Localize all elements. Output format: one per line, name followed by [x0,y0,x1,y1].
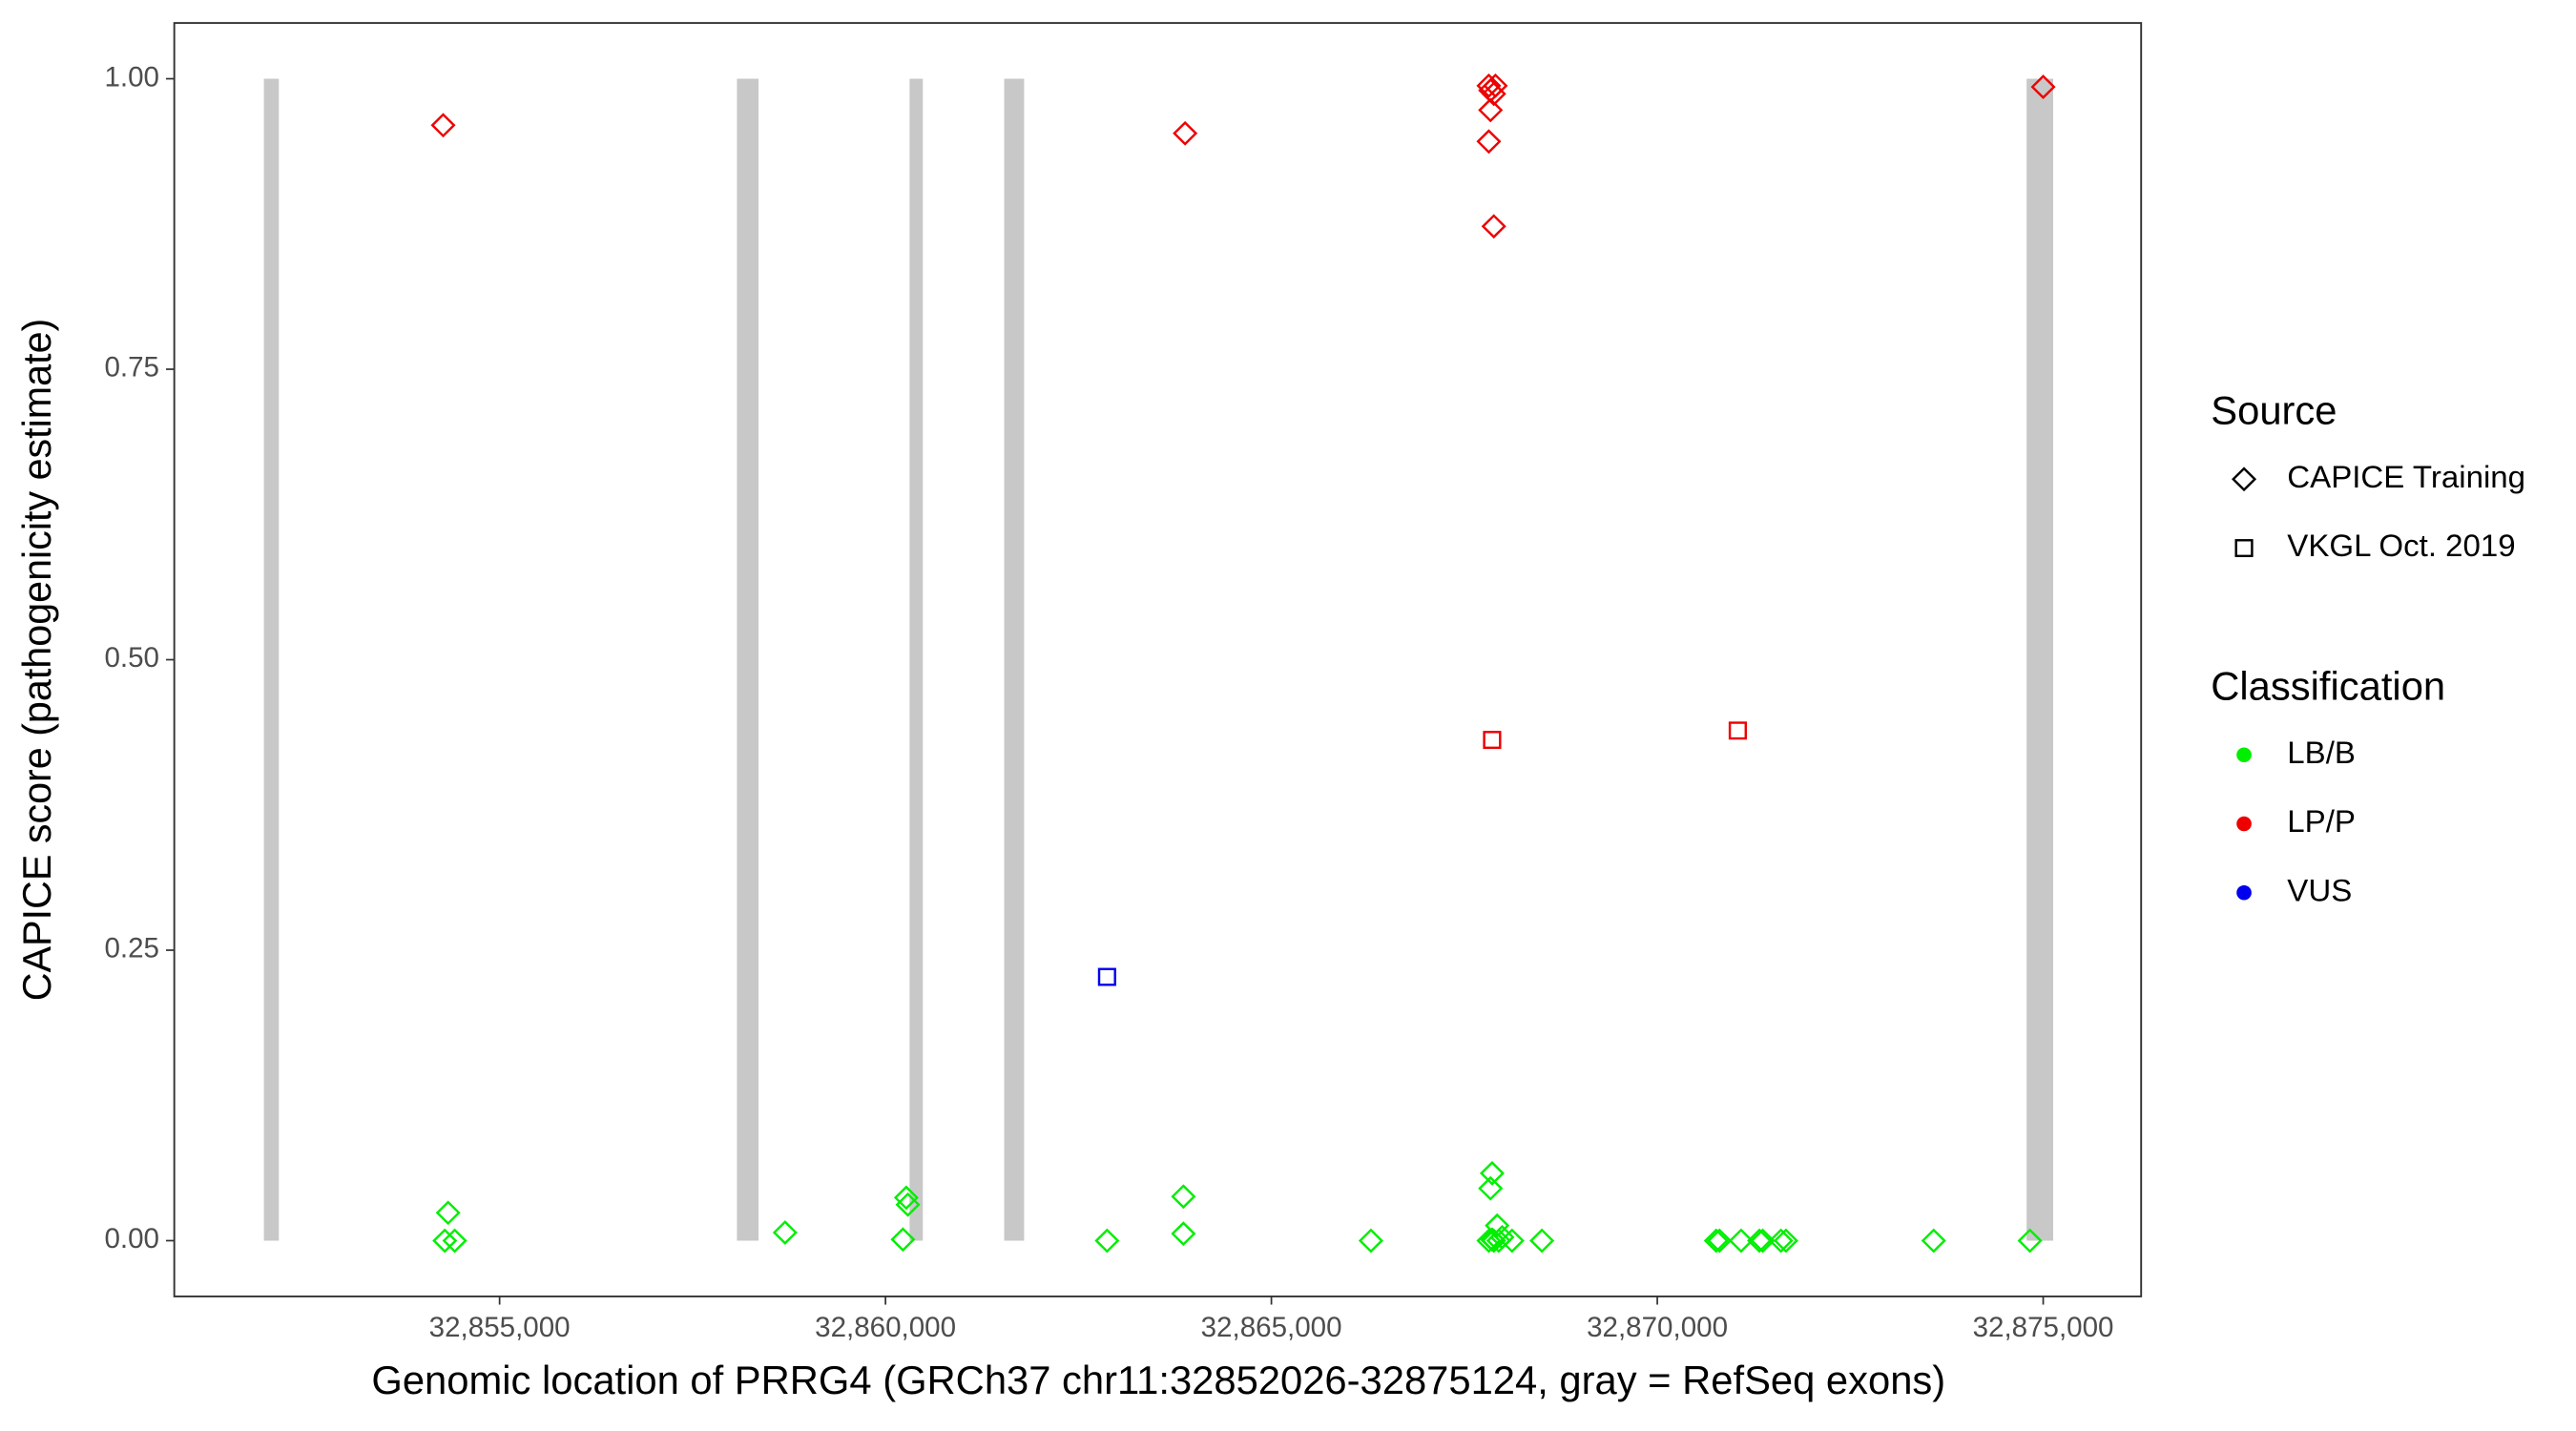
legend-symbol [2234,539,2254,558]
legend-label: CAPICE Training [2287,459,2525,494]
point [1476,129,1502,155]
legend-symbol [2232,467,2257,492]
point [895,1192,921,1217]
exon [1004,78,1025,1241]
point [1478,1175,1504,1201]
point [2030,74,2056,99]
legend-label: LB/B [2287,735,2356,770]
point [1728,721,1748,740]
x-tick-label: 32,865,000 [1201,1312,1342,1343]
point [1094,1228,1120,1254]
point [1750,1228,1776,1254]
point [1171,1184,1196,1210]
point [1479,1160,1505,1186]
point [1173,120,1198,146]
x-tick-label: 32,875,000 [1973,1312,2114,1343]
y-tick-label: 0.50 [104,642,159,674]
y-tick-label: 0.75 [104,352,159,384]
point [1476,73,1502,98]
point [1483,73,1508,98]
x-tick-label: 32,870,000 [1587,1312,1728,1343]
x-axis-title: Genomic location of PRRG4 (GRCh37 chr11:… [371,1358,1945,1402]
point [435,1200,461,1226]
point [1499,1228,1525,1254]
point [1728,1228,1754,1254]
point [890,1227,916,1253]
point [1921,1228,1946,1254]
exon [2026,78,2053,1241]
legend-symbol [2236,747,2252,763]
y-axis-title: CAPICE score (pathogenicity estimate) [14,319,59,1002]
legend-title: Source [2211,388,2337,433]
point [2017,1228,2043,1254]
point [1097,967,1116,986]
point [1479,1227,1505,1253]
x-tick-label: 32,855,000 [429,1312,571,1343]
point [442,1228,467,1254]
point [1707,1228,1733,1254]
y-tick-label: 0.00 [104,1223,159,1255]
x-tick-label: 32,860,000 [815,1312,956,1343]
point [893,1185,919,1211]
point [430,113,456,138]
point [1481,214,1506,239]
exon [737,78,759,1241]
plot-border [173,22,2143,1297]
y-tick-label: 0.25 [104,933,159,964]
y-tick-label: 1.00 [104,61,159,93]
legend-symbol [2236,816,2252,832]
exon [909,78,924,1241]
point [1773,1228,1798,1254]
legend-symbol [2236,885,2252,901]
point [1478,97,1504,123]
point [772,1220,798,1245]
point [1703,1228,1729,1254]
point [432,1228,458,1254]
legend-title: Classification [2211,664,2445,709]
point [1747,1228,1773,1254]
point [1358,1228,1383,1254]
exon [263,78,280,1241]
legend-label: VUS [2287,873,2352,908]
point [1768,1228,1794,1254]
point [1476,1228,1502,1254]
legend-label: VKGL Oct. 2019 [2287,528,2515,563]
point [1483,731,1502,750]
point [1529,1228,1555,1254]
point [1485,1213,1510,1238]
point [1171,1221,1196,1247]
legend-label: LP/P [2287,803,2356,839]
